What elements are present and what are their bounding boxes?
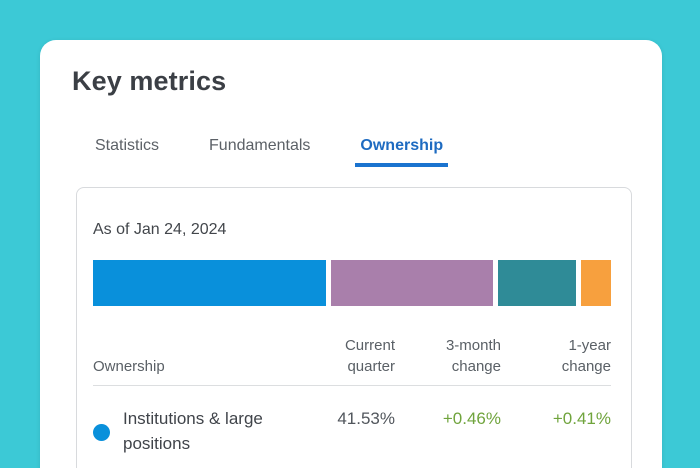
ownership-table: Ownership Current quarter 3-month change… (93, 336, 611, 457)
header-ownership: Ownership (93, 357, 165, 375)
legend-dot-icon (93, 423, 110, 441)
page-title: Key metrics (72, 66, 227, 96)
row-label-cell: Institutions & large positions (93, 407, 287, 456)
bar-segment (330, 260, 493, 306)
header-1-year-change: 1-year change (561, 337, 611, 375)
current-quarter-value: 41.53% (337, 409, 395, 429)
tab-bar: Statistics Fundamentals Ownership (90, 137, 632, 167)
row-label: Institutions & large positions (123, 409, 263, 454)
header-3-month-change: 3-month change (445, 337, 501, 375)
ownership-panel: As of Jan 24, 2024 Ownership Current qua… (76, 187, 632, 468)
bar-segment (581, 260, 611, 306)
header-current-quarter: Current quarter (344, 337, 395, 375)
bar-segment (93, 260, 326, 306)
bar-segment (497, 260, 577, 306)
key-metrics-card: Key metrics Statistics Fundamentals Owne… (40, 40, 662, 468)
as-of-date: As of Jan 24, 2024 (93, 221, 227, 238)
3-month-change-value: +0.46% (442, 409, 501, 429)
1-year-change-value: +0.41% (552, 409, 611, 429)
tab-statistics[interactable]: Statistics (95, 137, 160, 154)
ownership-stacked-bar (93, 260, 611, 306)
tab-fundamentals[interactable]: Fundamentals (209, 137, 311, 154)
ownership-table-header: Ownership Current quarter 3-month change… (93, 336, 611, 387)
tab-ownership[interactable]: Ownership (355, 137, 449, 167)
table-row: Institutions & large positions 41.53% +0… (93, 386, 611, 456)
